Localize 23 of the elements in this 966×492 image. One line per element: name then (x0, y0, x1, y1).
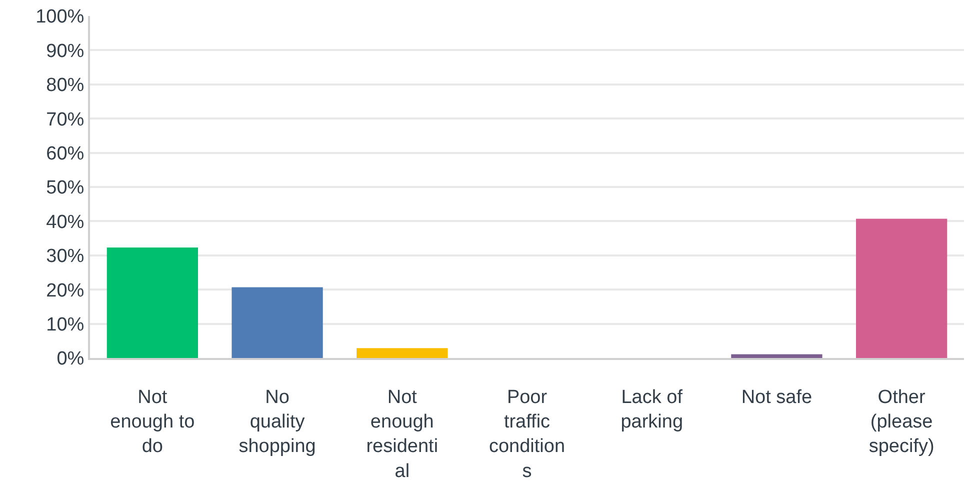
y-tick-label: 30% (46, 246, 84, 268)
y-tick-label: 10% (46, 314, 84, 336)
y-tick-label: 50% (46, 178, 84, 199)
y-tick-label: 80% (46, 75, 84, 96)
y-tick-label: 0% (56, 348, 84, 370)
bar (731, 354, 822, 358)
bar (856, 218, 948, 358)
x-tick-label: Not enough to do (110, 386, 195, 458)
y-tick-label: 100% (36, 6, 84, 28)
x-tick-label: Lack of parking (620, 386, 684, 432)
y-tick-label: 60% (46, 143, 84, 164)
bar (356, 348, 448, 358)
bar (106, 248, 198, 358)
x-tick-label: Other (please specify) (868, 386, 934, 458)
x-tick-label: Not enough residential (366, 386, 438, 482)
y-tick-label: 40% (46, 212, 84, 233)
x-tick-label: Poor traffic conditions (488, 386, 566, 482)
x-tick-label: No quality shopping (238, 386, 316, 458)
y-tick-label: 20% (46, 280, 84, 302)
y-tick-label: 90% (46, 40, 84, 62)
bar (232, 287, 323, 358)
x-tick-label: Not safe (741, 386, 812, 408)
y-tick-label: 70% (46, 109, 84, 130)
